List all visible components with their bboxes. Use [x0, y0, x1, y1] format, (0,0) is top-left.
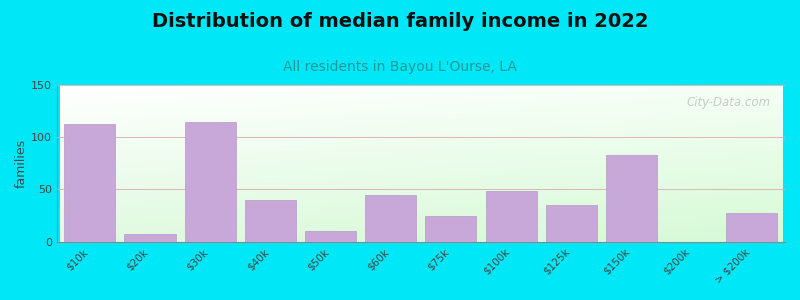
Bar: [486, 190, 537, 242]
Bar: [726, 214, 778, 242]
Text: Distribution of median family income in 2022: Distribution of median family income in …: [152, 12, 648, 31]
Bar: [64, 124, 115, 242]
Bar: [245, 200, 296, 242]
Bar: [546, 205, 597, 242]
Text: All residents in Bayou L'Ourse, LA: All residents in Bayou L'Ourse, LA: [283, 60, 517, 74]
Bar: [305, 231, 356, 242]
Bar: [185, 122, 236, 242]
Bar: [365, 195, 416, 242]
Bar: [124, 234, 175, 242]
Y-axis label: families: families: [15, 139, 28, 188]
Bar: [606, 155, 657, 242]
Bar: [426, 216, 477, 242]
Text: City-Data.com: City-Data.com: [686, 96, 770, 109]
